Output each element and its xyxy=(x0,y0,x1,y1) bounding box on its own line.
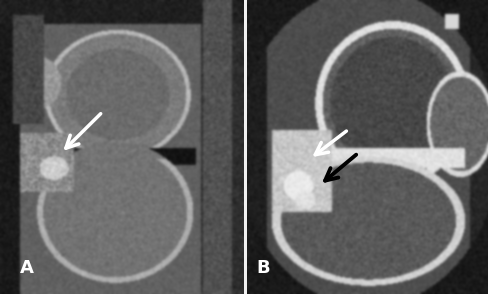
Text: B: B xyxy=(256,259,270,278)
Text: A: A xyxy=(20,259,33,278)
